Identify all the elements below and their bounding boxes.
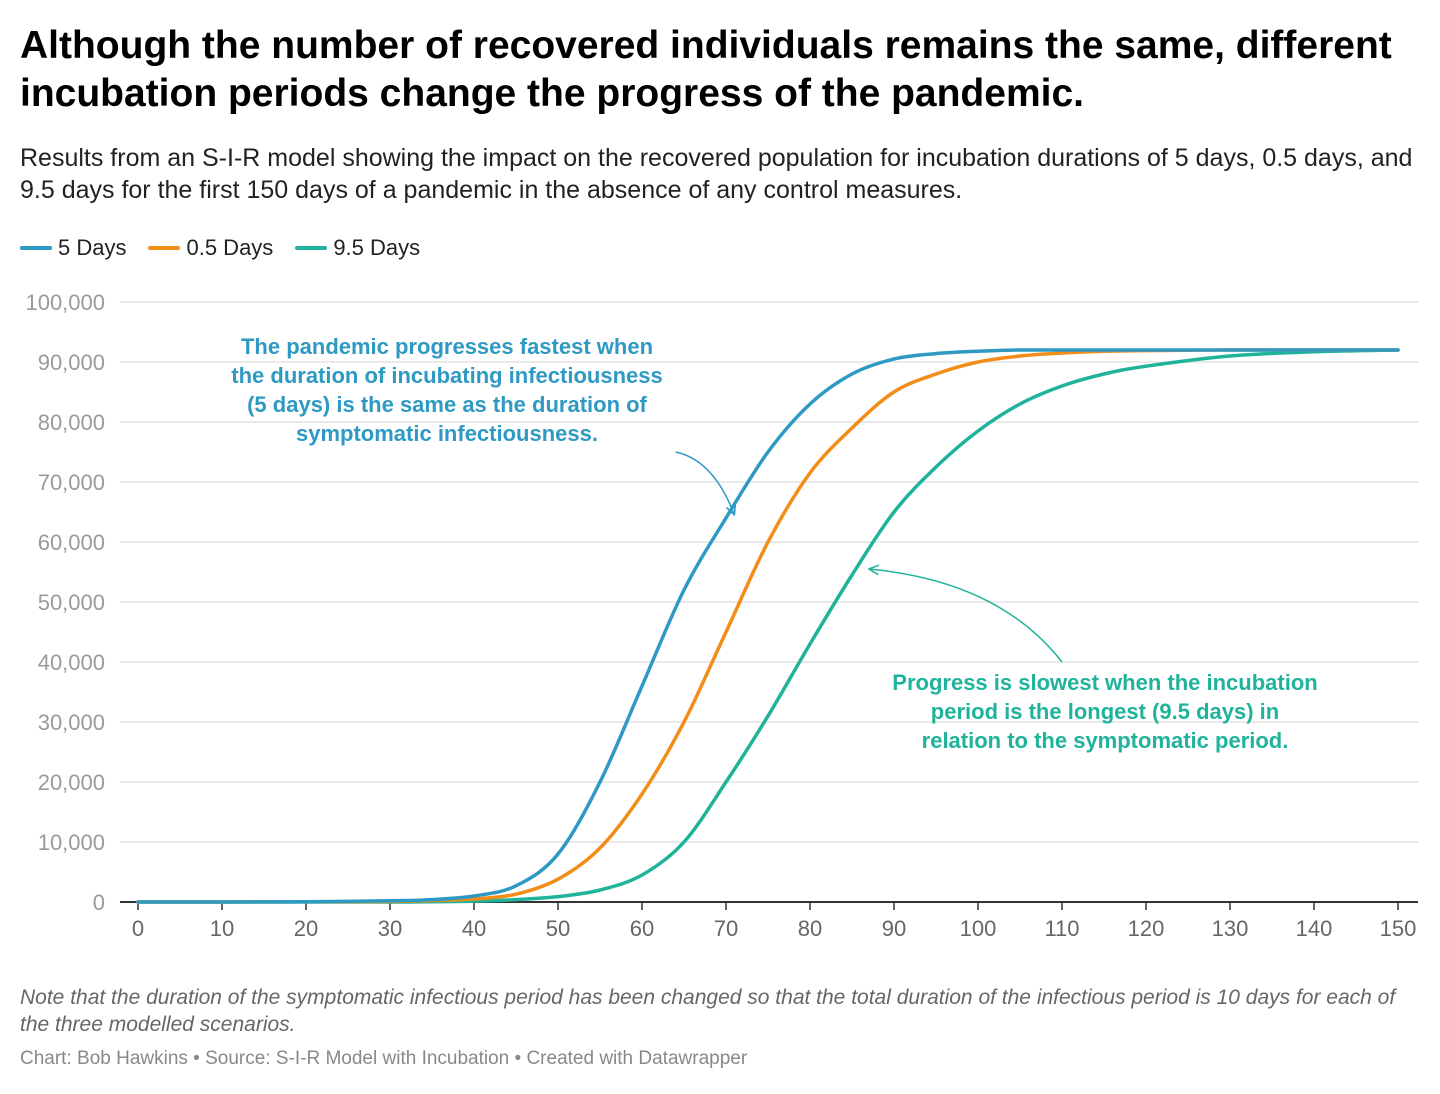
legend-item-5-days: 5 Days (20, 235, 126, 261)
series-line-5-days (136, 348, 1400, 904)
x-tick-label: 70 (714, 916, 738, 941)
chart-legend: 5 Days 0.5 Days 9.5 Days (20, 234, 442, 262)
x-tick-label: 110 (1044, 916, 1079, 941)
y-tick-label: 100,000 (25, 290, 105, 315)
chart-title: Although the number of recovered individ… (20, 24, 1392, 115)
annotation-line: relation to the symptomatic period. (922, 728, 1289, 753)
x-tick-label: 150 (1380, 916, 1417, 941)
legend-swatch-0-5-days (148, 246, 181, 250)
y-axis: 0 10,000 20,000 30,000 40,000 50,000 60,000 70,… (25, 290, 105, 915)
x-tick-label: 10 (210, 916, 234, 941)
y-tick-label: 50,000 (38, 590, 105, 615)
annotation-fastest: The pandemic progresses fastest when the … (231, 334, 737, 516)
annotation-arrow (868, 568, 1063, 663)
y-tick-label: 70,000 (38, 470, 105, 495)
legend-label-5-days: 5 Days (58, 235, 127, 260)
legend-swatch-9-5-days (295, 246, 328, 250)
annotation-line: the duration of incubating infectiousnes… (231, 363, 662, 388)
legend-label-9-5-days: 9.5 Days (333, 235, 421, 260)
x-tick-label: 80 (798, 916, 822, 941)
annotation-line: symptomatic infectiousness. (296, 421, 598, 446)
chart-footer: Chart: Bob Hawkins • Source: S-I-R Model… (20, 1048, 748, 1069)
y-tick-label: 40,000 (38, 650, 105, 675)
legend-item-0-5-days: 0.5 Days (148, 235, 273, 261)
y-tick-label: 20,000 (38, 770, 105, 795)
series-lines (136, 348, 1400, 904)
annotation-line: (5 days) is the same as the duration of (247, 392, 647, 417)
x-tick-label: 0 (132, 916, 144, 941)
x-tick-label: 50 (546, 916, 570, 941)
x-tick-label: 120 (1128, 916, 1165, 941)
annotation-arrowhead (725, 503, 737, 516)
y-tick-label: 0 (93, 890, 105, 915)
annotation-line: The pandemic progresses fastest when (241, 334, 653, 359)
y-tick-label: 90,000 (38, 350, 105, 375)
legend-swatch-5-days (20, 246, 52, 250)
x-tick-label: 20 (294, 916, 318, 941)
x-tick-label: 40 (462, 916, 486, 941)
annotation-slowest: Progress is slowest when the incubation p… (868, 564, 1318, 753)
annotation-arrow (675, 451, 736, 516)
legend-label-0-5-days: 0.5 Days (186, 235, 274, 260)
x-tick-label: 140 (1296, 916, 1333, 941)
x-tick-label: 100 (960, 916, 997, 941)
x-tick-label: 30 (378, 916, 402, 941)
x-tick-label: 60 (630, 916, 654, 941)
legend-item-9-5-days: 9.5 Days (295, 235, 420, 261)
x-axis: 0 10 20 30 40 50 60 70 80 90 100 110 120 130 140 150 (120, 901, 1418, 941)
chart-subtitle: Results from an S-I-R model showing the … (20, 144, 1413, 204)
chart-note: Note that the duration of the symptomati… (20, 986, 1396, 1036)
x-tick-label: 130 (1212, 916, 1249, 941)
x-tick-label: 90 (882, 916, 906, 941)
annotation-line: Progress is slowest when the incubation (892, 670, 1317, 695)
annotations: The pandemic progresses fastest when the … (231, 334, 1317, 753)
annotation-line: period is the longest (9.5 days) in (931, 699, 1279, 724)
y-tick-label: 80,000 (38, 410, 105, 435)
y-tick-label: 30,000 (38, 710, 105, 735)
line-chart: 0 10,000 20,000 30,000 40,000 50,000 60,000 70,… (25, 290, 1418, 941)
y-tick-label: 60,000 (38, 530, 105, 555)
y-tick-label: 10,000 (38, 830, 105, 855)
annotation-arrowhead (868, 564, 880, 576)
